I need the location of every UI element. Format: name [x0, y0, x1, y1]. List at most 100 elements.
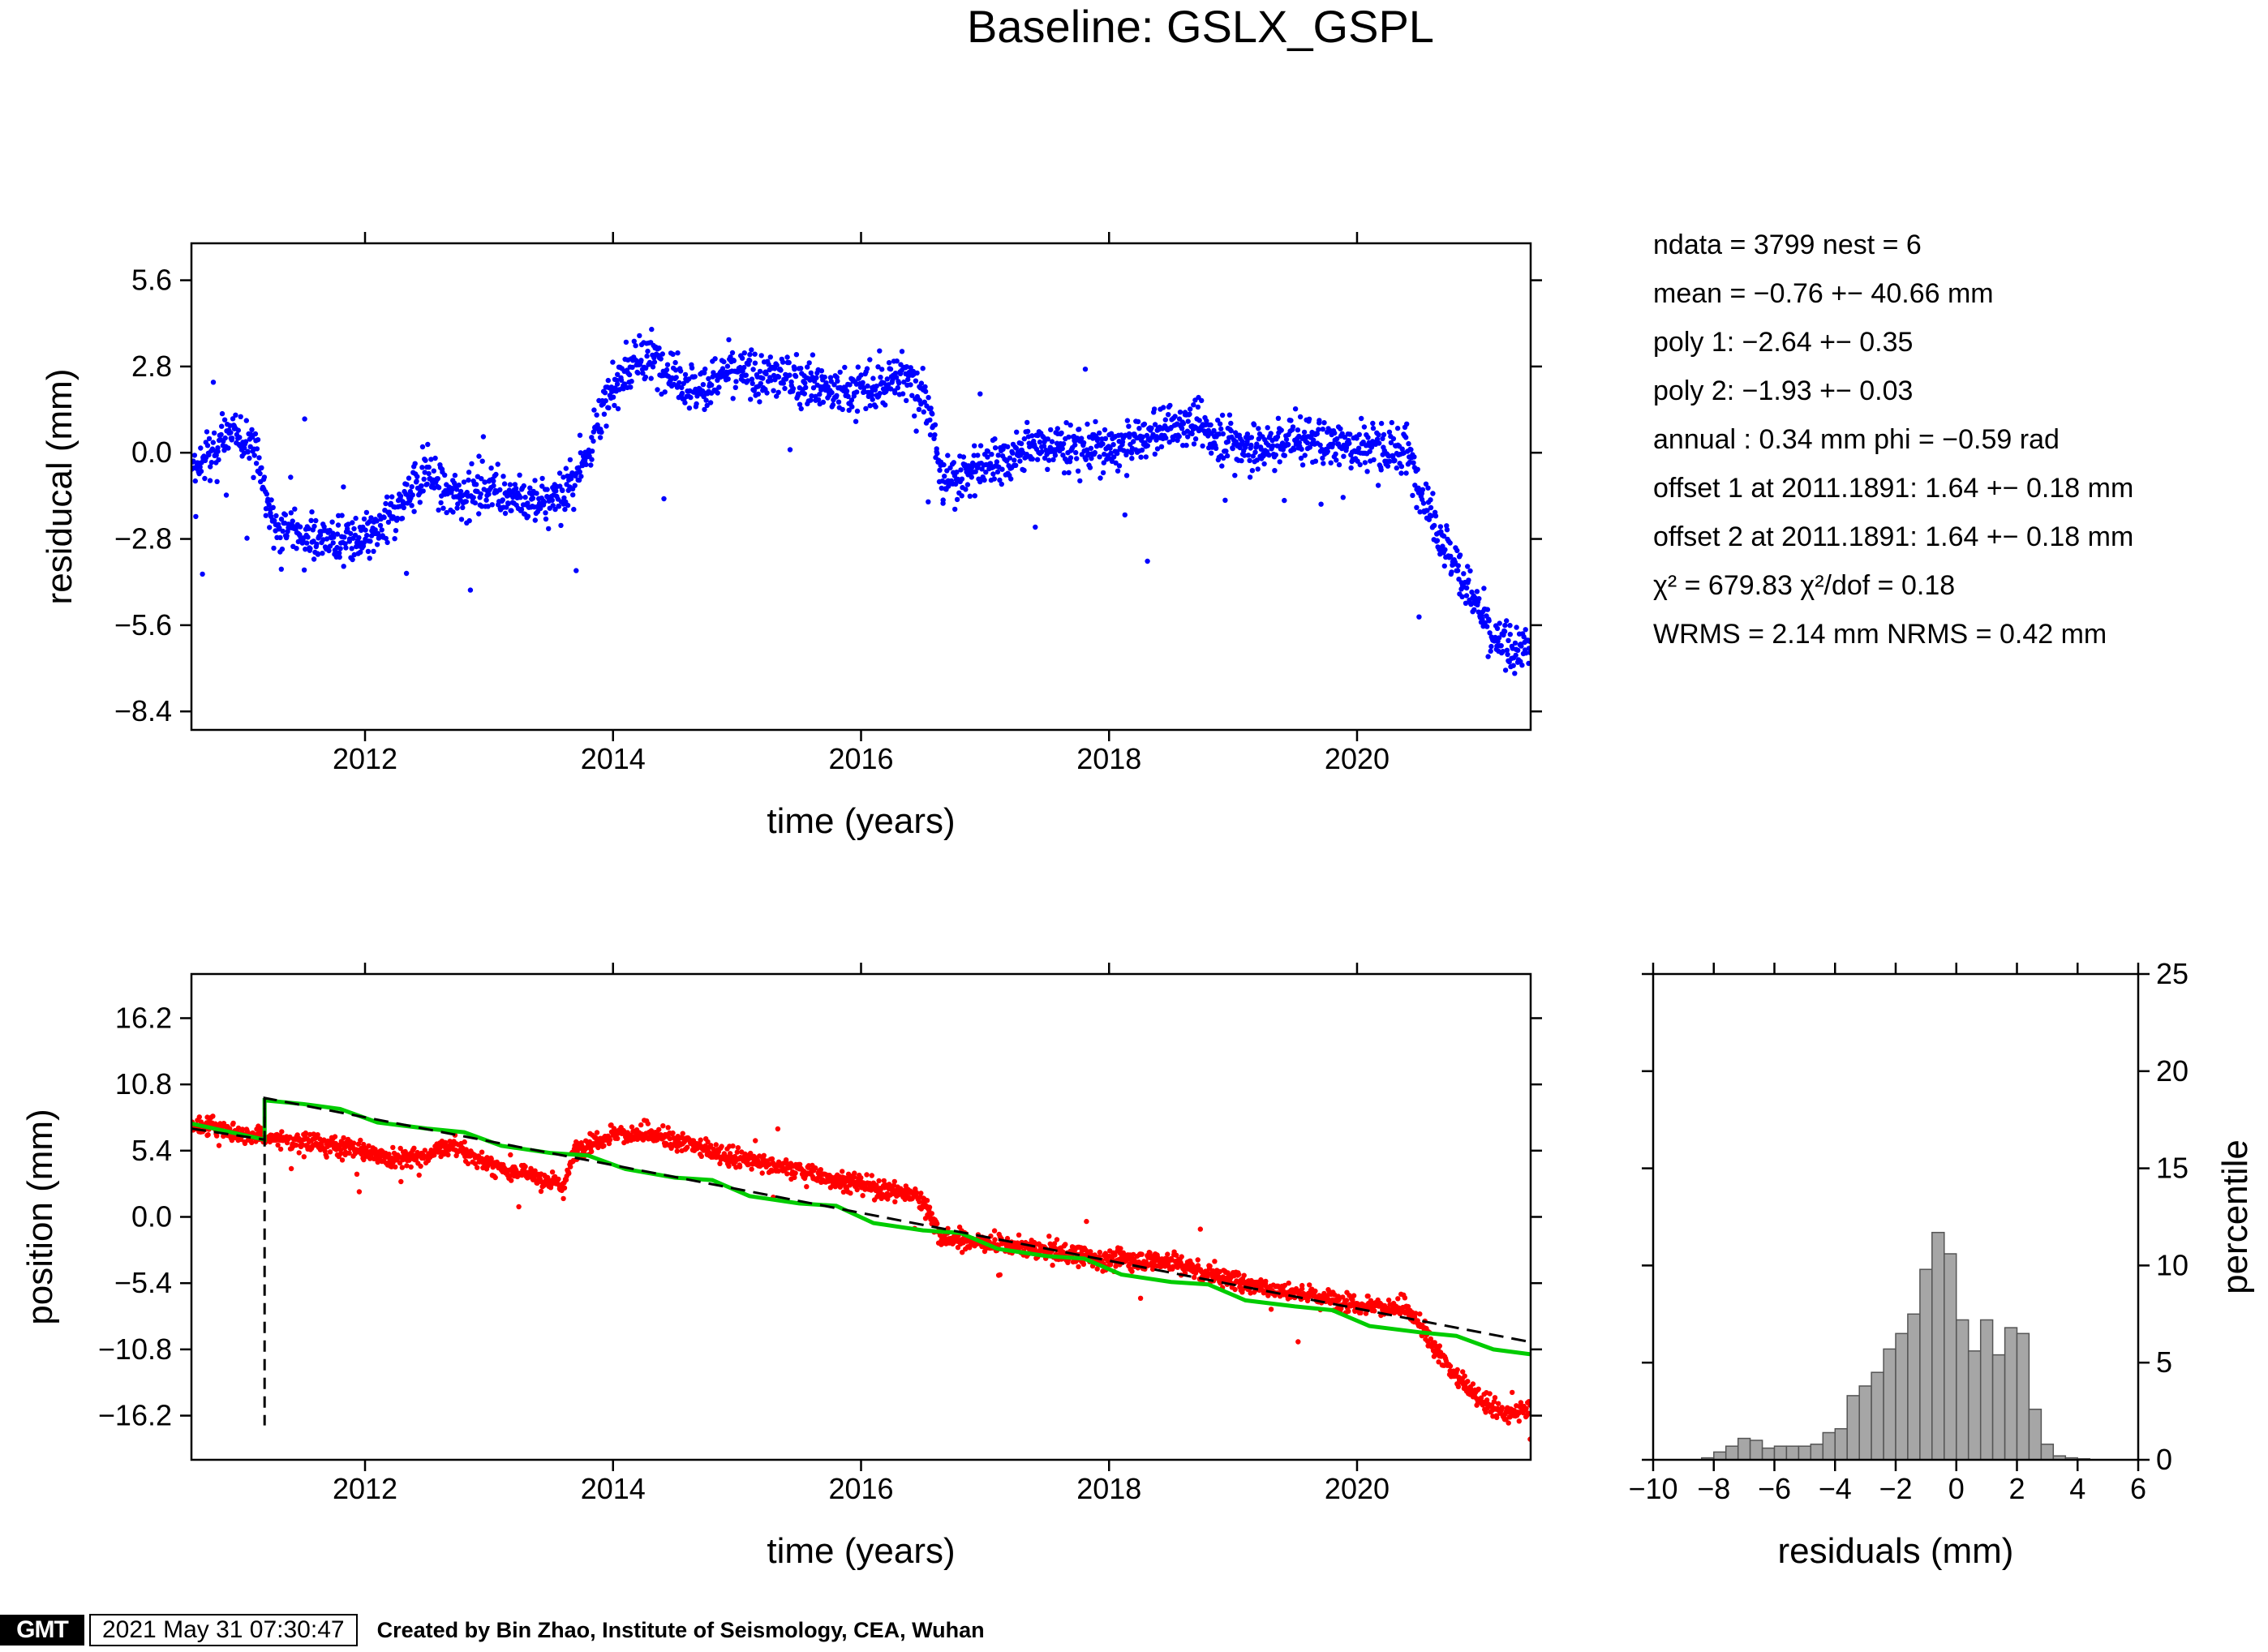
data-point	[329, 519, 335, 525]
data-point	[1441, 563, 1448, 569]
data-point	[680, 1131, 685, 1136]
data-point	[374, 518, 380, 524]
histogram-bars	[1701, 1231, 2090, 1461]
data-point	[223, 492, 230, 498]
data-point	[472, 1161, 479, 1167]
data-point	[985, 454, 990, 460]
data-point	[1108, 431, 1115, 436]
data-point	[457, 488, 464, 495]
data-point	[479, 458, 485, 464]
data-point	[863, 405, 869, 411]
data-point	[1319, 447, 1325, 453]
data-point	[206, 436, 213, 442]
data-point	[1523, 627, 1528, 633]
data-point	[1457, 552, 1463, 558]
data-point	[1428, 504, 1434, 511]
data-point	[1437, 1343, 1443, 1349]
data-point	[346, 521, 351, 527]
data-point	[677, 368, 684, 374]
data-point	[854, 1186, 860, 1193]
data-point	[670, 351, 676, 357]
data-point	[1054, 1237, 1060, 1242]
data-point	[971, 453, 977, 458]
data-point	[1252, 449, 1258, 455]
data-point	[682, 400, 688, 405]
data-point	[297, 524, 303, 530]
data-point	[876, 1178, 882, 1184]
data-point	[1299, 1285, 1305, 1292]
data-point	[1381, 431, 1387, 438]
data-point	[233, 412, 238, 418]
data-point	[313, 517, 319, 524]
data-point	[403, 570, 410, 577]
timestamp: 2021 May 31 07:30:47	[89, 1614, 358, 1646]
data-point	[982, 477, 987, 483]
data-point	[389, 494, 395, 500]
data-point	[997, 1272, 1003, 1278]
data-point	[922, 388, 929, 394]
histogram-bar	[1895, 1332, 1909, 1461]
data-point	[1166, 412, 1171, 418]
data-point	[750, 380, 755, 386]
data-point	[982, 1248, 988, 1255]
data-point	[1220, 431, 1226, 437]
data-point	[849, 404, 855, 410]
data-point	[308, 517, 314, 523]
data-point	[918, 1191, 924, 1196]
data-point	[442, 472, 448, 478]
data-point	[1475, 609, 1482, 615]
data-point	[775, 1126, 781, 1132]
data-point	[864, 366, 870, 371]
data-point	[658, 356, 664, 362]
histogram-bar	[1931, 1231, 1945, 1461]
data-point	[1365, 1294, 1371, 1299]
data-point	[847, 382, 853, 388]
data-point	[1256, 426, 1261, 431]
data-point	[1265, 425, 1270, 431]
data-point	[1175, 437, 1180, 444]
data-point	[749, 1166, 754, 1172]
data-point	[367, 539, 373, 544]
data-point	[621, 386, 626, 392]
data-point	[214, 1133, 220, 1139]
data-point	[983, 470, 989, 475]
data-point	[635, 370, 641, 376]
data-point	[401, 504, 406, 511]
data-point	[1100, 441, 1106, 447]
data-point	[1372, 1308, 1377, 1314]
data-point	[694, 393, 700, 399]
data-point	[1367, 448, 1372, 454]
data-point	[393, 528, 399, 534]
data-point	[672, 359, 678, 366]
data-point	[704, 402, 710, 409]
data-point	[324, 1154, 329, 1160]
data-point	[1059, 430, 1064, 436]
data-point	[725, 376, 731, 382]
data-point	[1061, 470, 1067, 476]
data-point	[805, 364, 810, 370]
data-point	[205, 1132, 211, 1138]
data-point	[423, 457, 428, 463]
data-point	[778, 367, 784, 373]
data-point	[1037, 439, 1043, 445]
data-point	[1502, 667, 1509, 673]
data-point	[1192, 436, 1199, 442]
data-point	[1377, 440, 1382, 446]
data-point	[216, 457, 221, 463]
data-point	[293, 1142, 299, 1148]
data-point	[873, 404, 878, 410]
data-point	[549, 497, 555, 503]
data-point	[303, 547, 308, 552]
data-point	[908, 365, 913, 371]
data-point	[320, 551, 325, 556]
data-point	[249, 434, 256, 440]
data-point	[614, 377, 620, 384]
data-point	[337, 550, 342, 556]
data-point	[927, 432, 934, 438]
data-point	[1177, 410, 1183, 415]
data-point	[905, 376, 911, 383]
data-point	[913, 1190, 920, 1195]
data-point	[1151, 406, 1158, 412]
data-point	[682, 371, 689, 378]
data-point	[509, 508, 514, 513]
